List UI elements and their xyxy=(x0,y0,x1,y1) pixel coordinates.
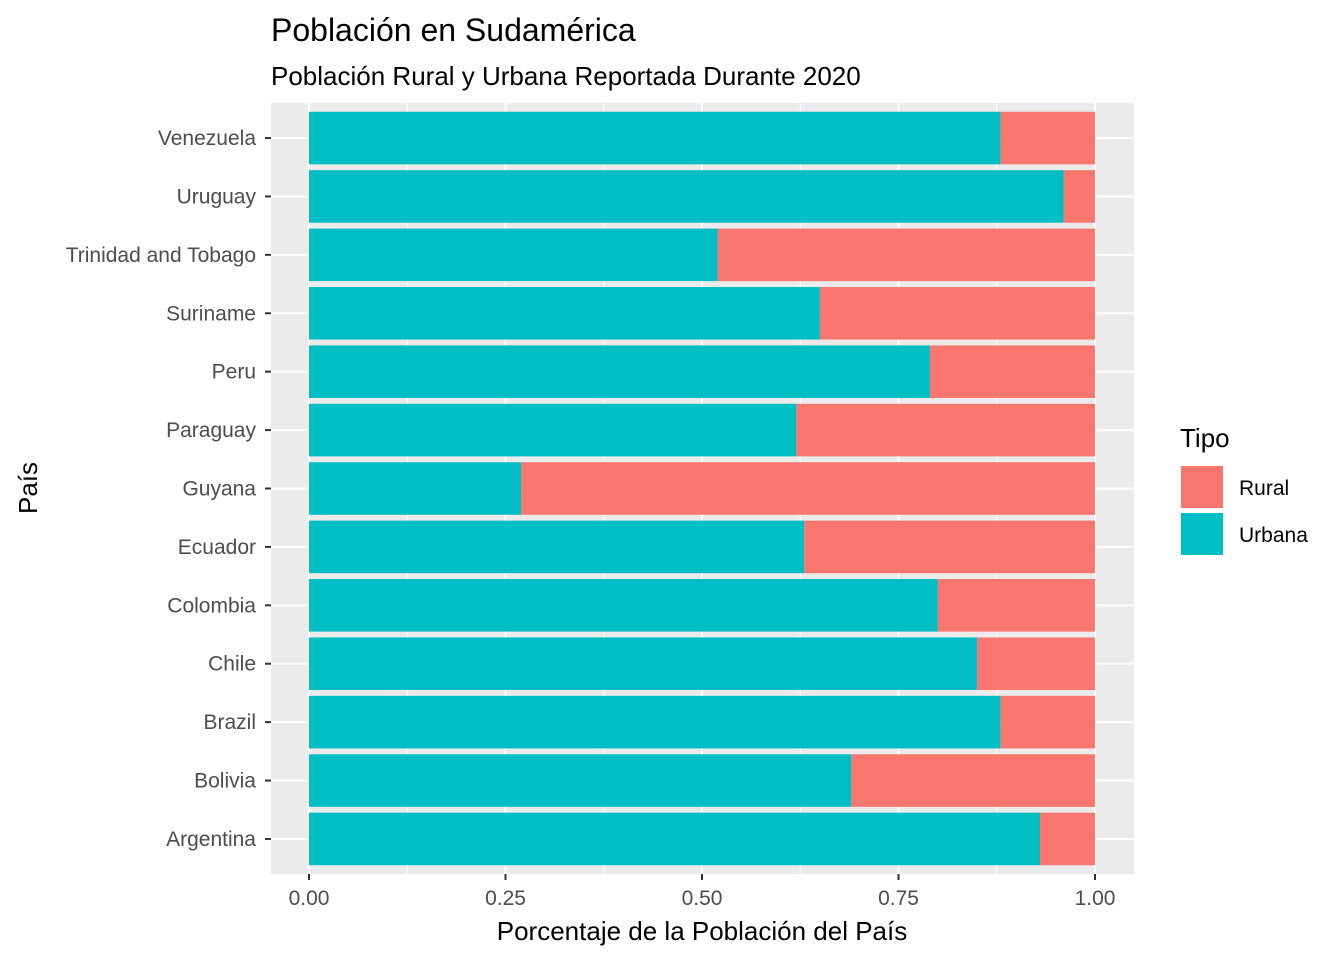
y-tick-label: Ecuador xyxy=(178,536,256,559)
y-tick-label: Colombia xyxy=(167,594,256,617)
bar-urbana-bolivia xyxy=(309,754,852,807)
bar-rural-ecuador xyxy=(804,520,1095,574)
bar-urbana-chile xyxy=(309,637,978,691)
y-tick-label: Trinidad and Tobago xyxy=(66,244,256,267)
bar-rural-guyana xyxy=(521,462,1095,515)
x-tick-label: 0.50 xyxy=(682,887,723,910)
bar-urbana-guyana xyxy=(309,462,522,515)
bar-urbana-peru xyxy=(309,345,930,398)
y-tick-label: Brazil xyxy=(203,711,256,734)
y-tick-label: Uruguay xyxy=(177,185,257,208)
bar-rural-colombia xyxy=(937,579,1095,632)
bar-urbana-uruguay xyxy=(309,170,1064,223)
y-tick-label: Suriname xyxy=(166,302,256,325)
legend-label-rural: Rural xyxy=(1239,477,1289,500)
y-tick-label: Chile xyxy=(208,653,256,676)
chart-subtitle: Población Rural y Urbana Reportada Duran… xyxy=(271,61,861,91)
x-axis-label: Porcentaje de la Población del País xyxy=(497,916,908,946)
bar-urbana-colombia xyxy=(309,579,938,632)
y-axis-label: País xyxy=(13,462,43,514)
bar-rural-peru xyxy=(929,345,1095,398)
chart-title: Población en Sudamérica xyxy=(271,12,636,48)
bar-urbana-brazil xyxy=(309,695,1001,749)
bar-rural-bolivia xyxy=(851,754,1095,807)
bar-urbana-suriname xyxy=(309,286,820,340)
y-tick-label: Paraguay xyxy=(166,419,256,442)
x-tick-label: 0.25 xyxy=(485,887,526,910)
bar-rural-venezuela xyxy=(1000,111,1095,165)
bar-rural-trinidad-and-tobago xyxy=(717,228,1095,282)
bar-rural-brazil xyxy=(1000,695,1095,749)
legend-key-urbana xyxy=(1179,511,1225,557)
y-tick-label: Argentina xyxy=(166,828,256,851)
bar-rural-uruguay xyxy=(1063,170,1095,223)
legend-title: Tipo xyxy=(1180,423,1230,453)
bar-urbana-paraguay xyxy=(309,403,797,457)
y-tick-label: Venezuela xyxy=(158,127,256,150)
y-tick-label: Bolivia xyxy=(194,770,256,793)
x-tick-label: 0.00 xyxy=(289,887,330,910)
legend-label-urbana: Urbana xyxy=(1239,524,1308,547)
bar-rural-paraguay xyxy=(796,403,1095,457)
bar-rural-argentina xyxy=(1039,812,1095,866)
x-tick-label: 1.00 xyxy=(1075,887,1116,910)
legend: Tipo Rural Urbana xyxy=(1179,423,1308,557)
x-tick-label: 0.75 xyxy=(878,887,919,910)
bar-urbana-trinidad-and-tobago xyxy=(309,228,718,282)
bar-urbana-argentina xyxy=(309,812,1040,866)
bar-urbana-ecuador xyxy=(309,520,805,574)
y-tick-label: Peru xyxy=(212,361,256,384)
y-tick-label: Guyana xyxy=(182,478,256,501)
legend-key-rural xyxy=(1179,464,1225,510)
bar-urbana-venezuela xyxy=(309,111,1001,165)
bar-rural-chile xyxy=(977,637,1095,691)
bar-rural-suriname xyxy=(819,286,1095,340)
